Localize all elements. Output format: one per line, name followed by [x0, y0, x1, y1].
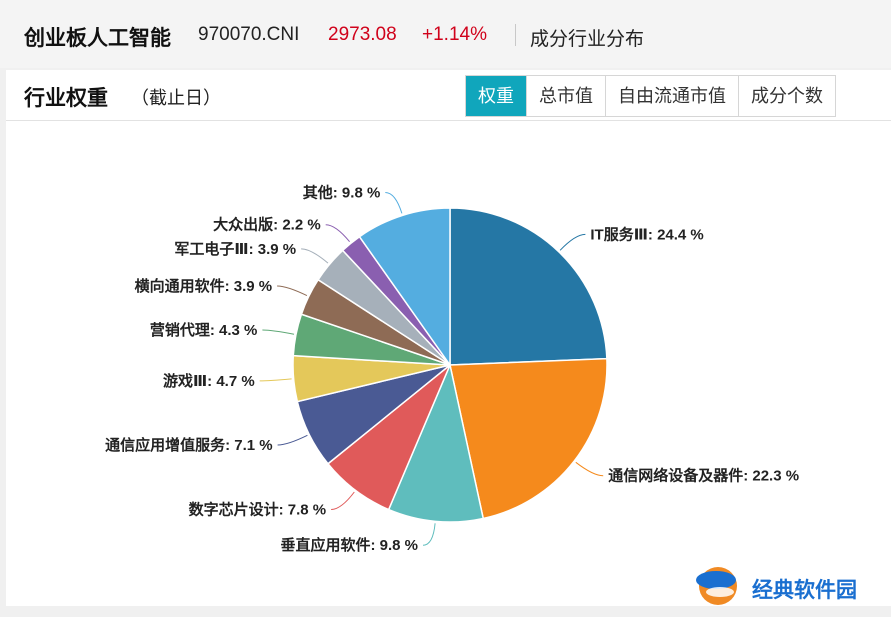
data-label-6: 营销代理: 4.3 %	[150, 321, 258, 339]
label-leader-line-9	[325, 224, 350, 243]
data-label-4: 通信应用增值服务: 7.1 %	[105, 436, 273, 454]
section-title: 成分行业分布	[530, 29, 645, 50]
header-divider	[515, 24, 516, 46]
label-leader-line-2	[422, 523, 436, 546]
data-label-10: 其他: 9.8 %	[303, 184, 381, 202]
label-leader-line-0	[559, 233, 586, 251]
label-leader-line-8	[301, 248, 329, 264]
data-label-5: 游戏Ⅲ: 4.7 %	[163, 372, 255, 390]
pie-slice-0[interactable]	[449, 207, 608, 366]
industry-pie-chart: IT服务Ⅲ: 24.4 % 通信网络设备及器件: 22.3 % 垂直应用软件: 9.…	[105, 184, 799, 555]
pie-slice-10[interactable]	[358, 207, 451, 368]
label-leader-line-4	[277, 434, 308, 446]
data-label-9: 大众出版: 2.2 %	[213, 216, 321, 234]
panel-note: （截止日）	[131, 88, 221, 108]
data-label-3: 数字芯片设计: 7.8 %	[189, 501, 327, 519]
label-leader-line-1	[575, 461, 604, 477]
panel-header: 行业权重 （截止日） 权重 总市值 自由流通市值 成分个数	[6, 70, 891, 121]
tab-free-float-market-cap[interactable]: 自由流通市值	[605, 76, 738, 116]
metric-tabs: 权重 总市值 自由流通市值 成分个数	[465, 75, 836, 117]
watermark-logo-icon	[696, 567, 737, 605]
watermark-text: 经典软件园	[752, 579, 857, 602]
pie-slice-1[interactable]	[449, 357, 608, 520]
data-label-2: 垂直应用软件: 9.8 %	[280, 536, 418, 554]
data-label-1: 通信网络设备及器件: 22.3 %	[608, 467, 799, 485]
data-label-7: 横向通用软件: 3.9 %	[135, 277, 273, 295]
data-label-8: 军工电子Ⅲ: 3.9 %	[174, 240, 296, 258]
tab-total-market-cap[interactable]: 总市值	[526, 76, 605, 116]
index-code: 970070.CNI	[198, 24, 300, 45]
index-price: 2973.08	[328, 24, 397, 45]
panel-title: 行业权重	[24, 87, 108, 110]
industry-weight-panel: 行业权重 （截止日） 权重 总市值 自由流通市值 成分个数 IT服务Ⅲ: 24.…	[6, 70, 891, 606]
label-leader-line-6	[262, 329, 295, 335]
index-change-percent: +1.14%	[422, 24, 487, 45]
tab-constituent-count[interactable]: 成分个数	[738, 76, 835, 116]
data-label-0: IT服务Ⅲ: 24.4 %	[590, 225, 703, 243]
label-leader-line-10	[385, 192, 403, 214]
label-leader-line-5	[259, 378, 292, 382]
tab-weight[interactable]: 权重	[466, 76, 526, 116]
site-watermark: 经典软件园	[690, 556, 891, 612]
index-header: 创业板人工智能 970070.CNI 2973.08 +1.14% 成分行业分布	[0, 0, 891, 68]
label-leader-line-3	[331, 491, 355, 510]
index-name: 创业板人工智能	[24, 27, 171, 50]
label-leader-line-7	[277, 285, 308, 297]
pie-slice-2[interactable]	[387, 362, 485, 523]
